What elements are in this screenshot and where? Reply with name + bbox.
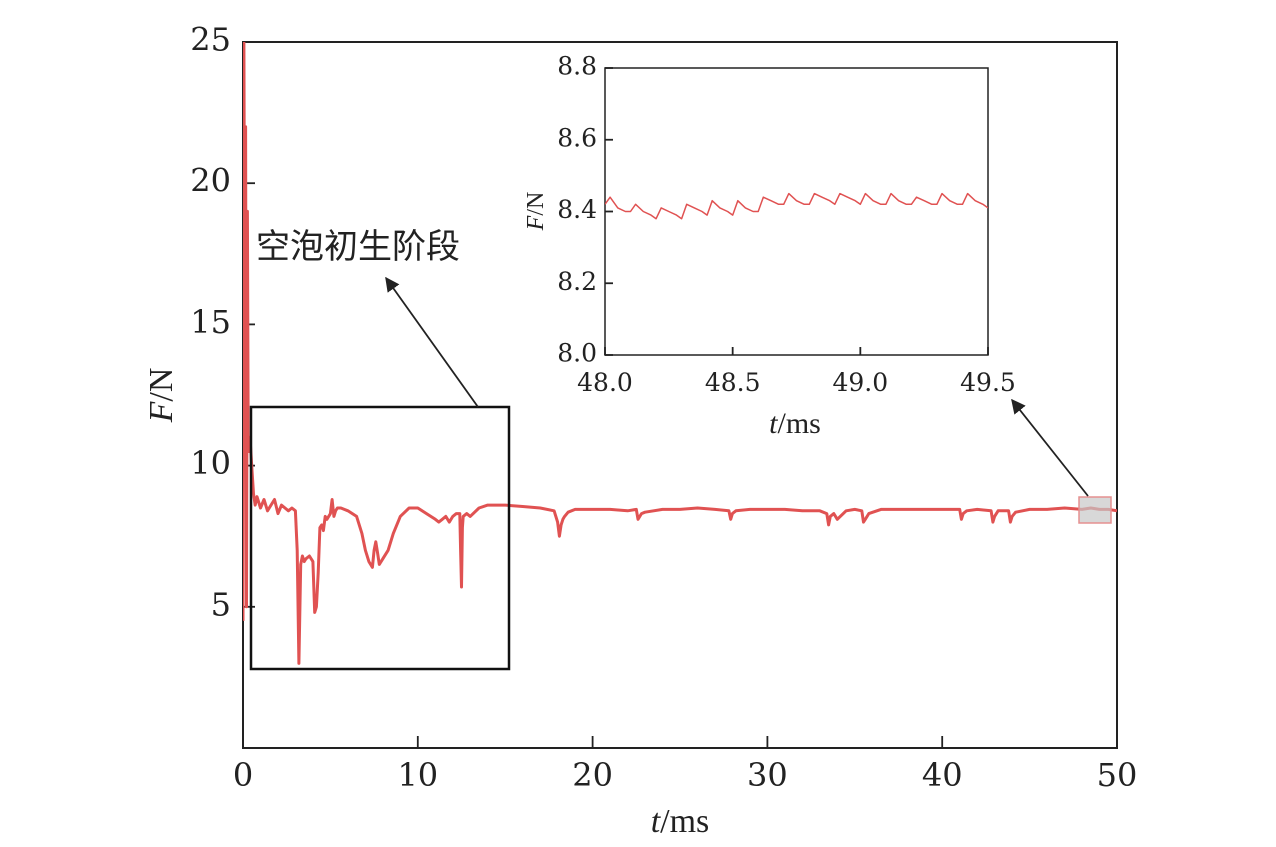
inset-xtick-label-0: 48.0: [577, 368, 633, 397]
inception-arrow: [385, 276, 479, 408]
inset-ytick-label-0: 8.0: [557, 339, 597, 368]
main-xtick-label-1: 10: [397, 756, 438, 794]
inception-annotation: 空泡初生阶段: [256, 227, 460, 267]
inset-xlabel-var: t: [769, 407, 778, 440]
inset-ytick-label-2: 8.4: [557, 195, 597, 224]
inset-ticks: [604, 67, 989, 356]
main-xlabel-unit: /ms: [660, 803, 709, 840]
main-ytick-label-2: 15: [190, 303, 231, 341]
inset-xlabel: t/ms: [769, 407, 821, 440]
inception-highlight-box: [249, 405, 511, 671]
inset-tick-labels: 48.0 48.5 49.0 49.5 8.0 8.2 8.4 8.6 8.8: [557, 52, 1016, 398]
main-ylabel-unit: /N: [143, 368, 180, 402]
inset-xtick-label-3: 49.5: [960, 368, 1016, 397]
main-ytick-label-3: 20: [190, 162, 231, 200]
main-ylabel-var: F: [143, 400, 180, 423]
inset-ytick-label-3: 8.6: [557, 123, 597, 152]
inset-xlabel-unit: /ms: [777, 407, 820, 440]
inset-ytick-label-4: 8.8: [557, 52, 597, 81]
inset-xtick-label-2: 49.0: [832, 368, 888, 397]
zoom-region-box: [1078, 496, 1112, 524]
main-xtick-label-4: 40: [922, 756, 963, 794]
main-plot: 0 10 20 30 40 50 5 10 15 20 25 t/ms F/N 空泡初生阶段: [143, 21, 1137, 841]
main-xtick-label-5: 50: [1097, 756, 1138, 794]
inset-xtick-label-1: 48.5: [705, 368, 761, 397]
main-ylabel: F/N: [143, 368, 180, 424]
main-xtick-label-0: 0: [233, 756, 253, 794]
inset-ylabel-var: F: [523, 215, 549, 231]
inset-plot: 48.0 48.5 49.0 49.5 8.0 8.2 8.4 8.6 8.8 t/ms F/N: [523, 52, 1016, 441]
main-xlabel-var: t: [651, 803, 662, 840]
main-tick-labels: 0 10 20 30 40 50 5 10 15 20 25: [190, 21, 1137, 795]
main-ytick-label-0: 5: [211, 585, 231, 623]
inset-ylabel: F/N: [523, 192, 549, 232]
main-xtick-label-2: 20: [572, 756, 613, 794]
inset-plot-background: [605, 68, 988, 355]
main-series-line: [243, 42, 1117, 665]
inset-series-line: [605, 192, 988, 220]
main-ytick-label-4: 25: [190, 21, 231, 59]
inset-ytick-label-1: 8.2: [557, 267, 597, 296]
main-ytick-label-1: 10: [190, 444, 231, 482]
main-xtick-label-3: 30: [747, 756, 788, 794]
main-xlabel: t/ms: [651, 803, 710, 840]
inset-ylabel-unit: /N: [523, 192, 549, 216]
zoom-arrow: [1011, 398, 1089, 497]
